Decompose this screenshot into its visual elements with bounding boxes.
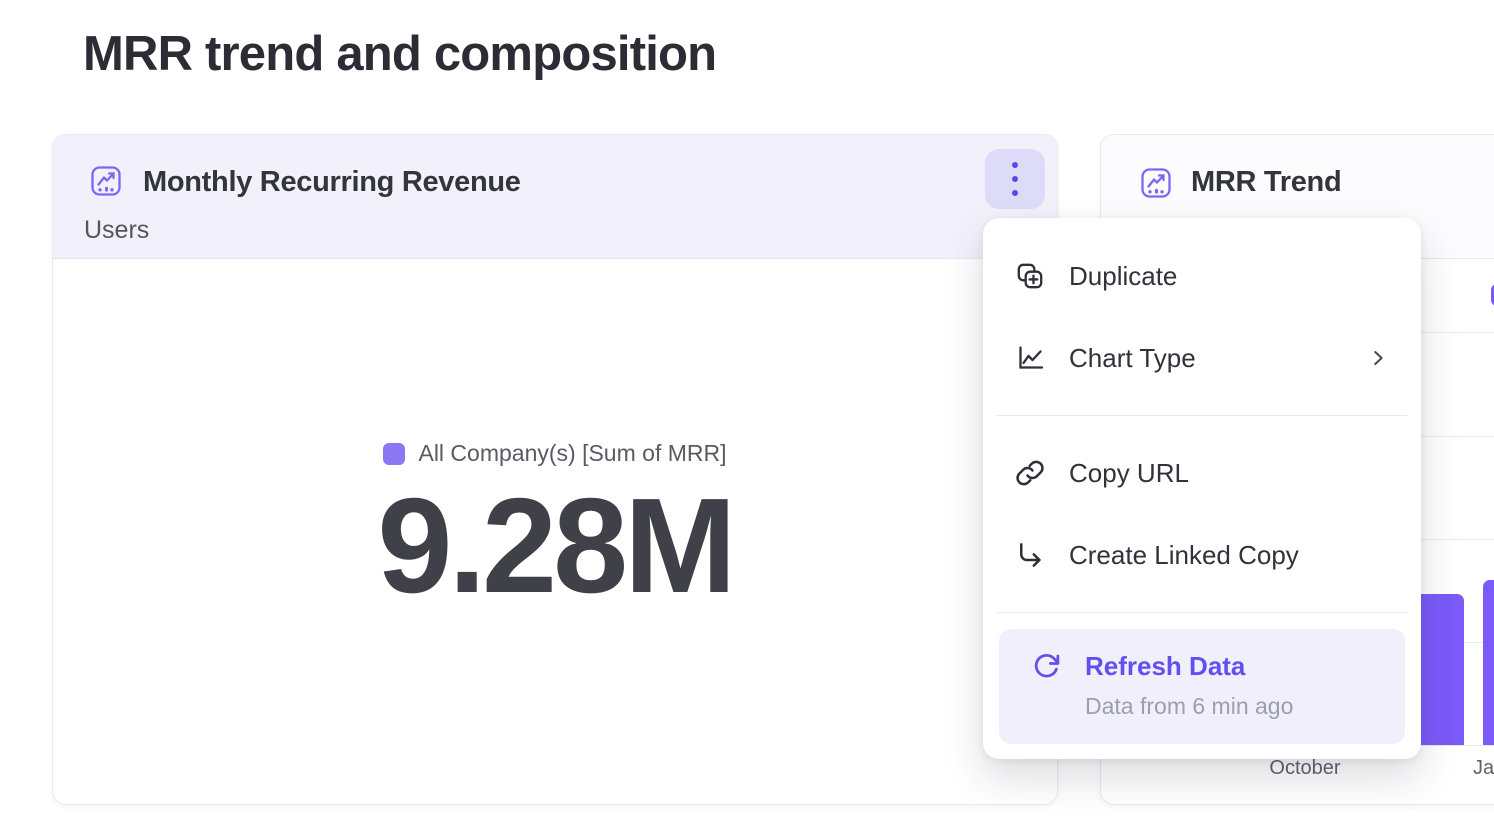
mrr-card-header: Monthly Recurring Revenue Users [53,135,1057,259]
mrr-card-title: Monthly Recurring Revenue [143,166,521,198]
refresh-icon [1031,651,1061,681]
card-menu-button[interactable] [985,149,1045,209]
menu-item-label: Refresh Data [1085,651,1246,681]
refresh-text: Refresh Data Data from 6 min ago [1085,651,1293,744]
chevron-right-icon [1367,347,1389,369]
mrr-card-subtitle: Users [84,216,150,244]
mrr-number-card: Monthly Recurring Revenue Users All Comp… [52,134,1058,805]
mrr-value: 9.28M [377,470,736,621]
card-context-menu: Duplicate Chart Type [983,218,1421,759]
x-tick-october: October [1269,757,1341,779]
menu-item-label: Copy URL [1069,457,1189,488]
menu-item-create-linked-copy[interactable]: Create Linked Copy [983,514,1421,596]
series-legend: All Company(s) [Sum of MRR] [53,440,1057,467]
link-icon [1015,458,1045,488]
menu-divider [997,415,1407,416]
x-tick-january: January [1473,757,1494,779]
legend-swatch [383,442,406,465]
menu-item-duplicate[interactable]: Duplicate [983,235,1421,317]
menu-item-refresh-data[interactable]: Refresh Data Data from 6 min ago [999,629,1405,744]
duplicate-icon [1015,261,1045,291]
legend-label: All Company(s) [Sum of MRR] [418,440,727,466]
menu-item-label: Chart Type [1069,342,1196,373]
menu-item-chart-type[interactable]: Chart Type [983,317,1421,399]
menu-item-label: Duplicate [1069,260,1178,291]
refresh-timestamp: Data from 6 min ago [1085,693,1294,719]
trend-card-title: MRR Trend [1191,166,1342,198]
chart-widget-icon [89,164,123,198]
page-title: MRR trend and composition [83,27,717,81]
menu-item-copy-url[interactable]: Copy URL [983,432,1421,514]
trend-bar[interactable] [1483,580,1494,745]
menu-item-label: Create Linked Copy [1069,539,1299,570]
linked-copy-arrow-icon [1015,540,1045,570]
kebab-menu-icon [1012,162,1018,196]
chart-widget-icon [1139,166,1173,200]
menu-divider [997,612,1407,613]
chart-type-icon [1015,343,1045,373]
trend-legend-swatch [1491,284,1494,306]
